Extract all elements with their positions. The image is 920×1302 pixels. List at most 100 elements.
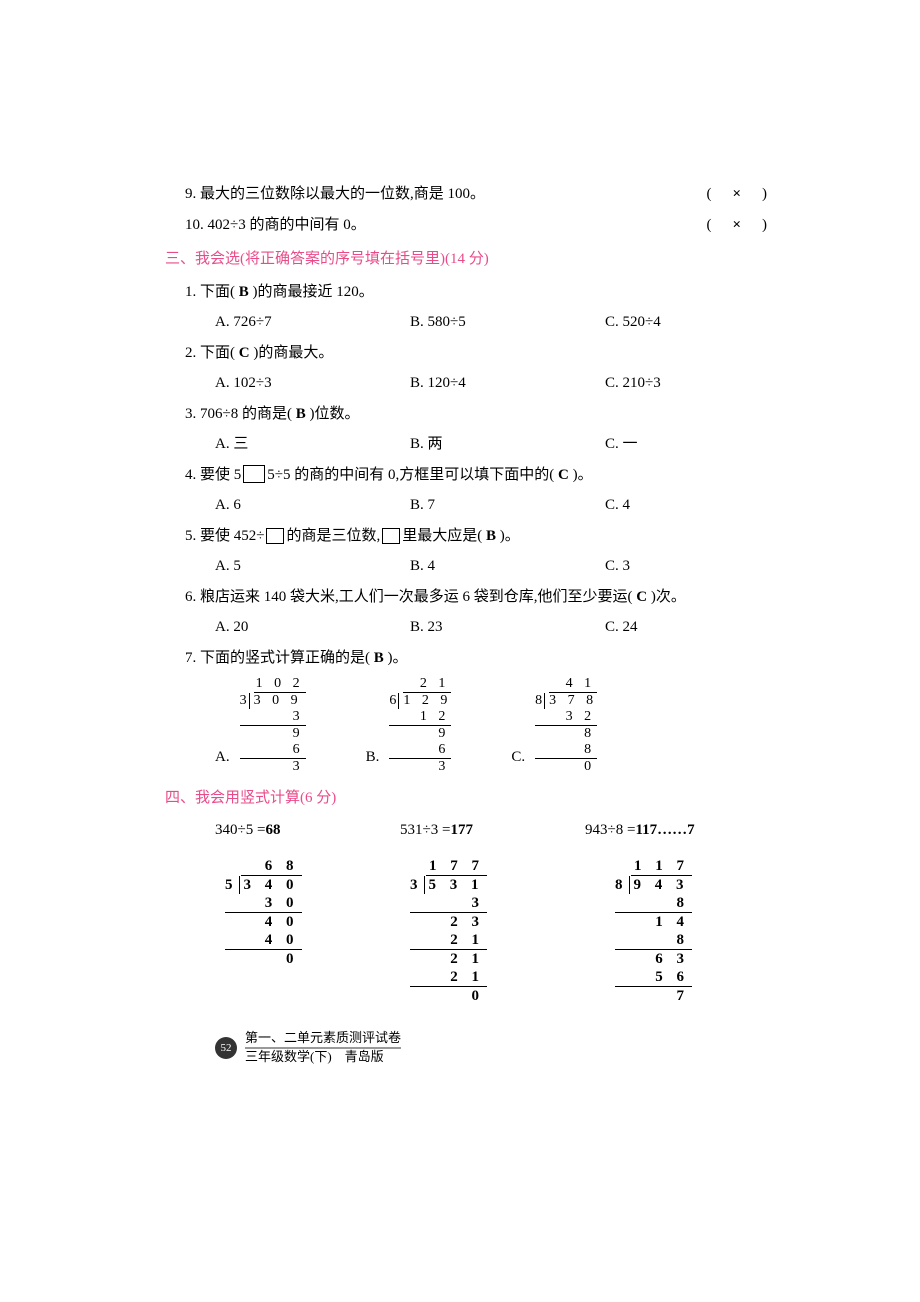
dividend: 3 0 9	[249, 693, 302, 709]
choice-a: A. 6	[215, 491, 410, 520]
tf-item-9: 9. 最大的三位数除以最大的一位数,商是 100。 ( × )	[185, 180, 770, 209]
calc-col-3: 943÷8 =117……7	[585, 816, 770, 845]
tf-answer: ( × )	[706, 180, 770, 209]
calc-row: 2 1	[410, 931, 487, 950]
choice-a: A. 5	[215, 552, 410, 581]
option-label: A.	[215, 743, 230, 772]
q4-choices: A. 6 B. 7 C. 4	[215, 491, 770, 520]
quotient: 1 0 2	[254, 676, 306, 693]
q3: 3. 706÷8 的商是( B )位数。	[185, 400, 770, 429]
page-footer: 52 第一、二单元素质测评试卷 三年级数学(下) 青岛版	[215, 1030, 770, 1066]
calc-row: 1 4	[615, 913, 692, 931]
quotient: 1 1 7	[631, 857, 692, 876]
dividend: 3 4 0	[239, 876, 302, 894]
option-label: C.	[511, 743, 525, 772]
calc-row: 4 0	[225, 913, 302, 931]
calc-row: 2 1	[410, 950, 487, 968]
calc-row: 8	[615, 894, 692, 913]
calc-row: 6	[240, 742, 306, 759]
dividend: 9 4 3	[629, 876, 692, 894]
page-number-badge: 52	[215, 1037, 237, 1059]
calc-row: 4 0	[225, 931, 302, 950]
choice-b: B. 两	[410, 430, 605, 459]
blank-box	[382, 528, 400, 544]
divisor: 6	[389, 693, 398, 709]
calc-problems-row: 340÷5 =68 531÷3 =177 943÷8 =117……7	[215, 816, 770, 845]
choice-a: A. 20	[215, 613, 410, 642]
q7-longdiv-row: A. 1 0 2 33 0 9 3 9 6 3 B. 2 1 61 2 9 1 …	[215, 676, 770, 776]
calc-row: 8	[535, 742, 597, 759]
quotient: 6 8	[241, 857, 302, 876]
choice-b: B. 23	[410, 613, 605, 642]
calc-row: 3	[240, 759, 306, 775]
tf-answer: ( × )	[706, 211, 770, 240]
quotient: 4 1	[549, 676, 597, 693]
q6-choices: A. 20 B. 23 C. 24	[215, 613, 770, 642]
q5-choices: A. 5 B. 4 C. 3	[215, 552, 770, 581]
calc-row: 3 0	[225, 894, 302, 913]
section-3-title: 三、我会选(将正确答案的序号填在括号里)(14 分)	[165, 245, 770, 274]
calc-row: 6	[389, 742, 451, 759]
q6: 6. 粮店运来 140 袋大米,工人们一次最多运 6 袋到仓库,他们至少要运( …	[185, 583, 770, 612]
option-label: B.	[366, 743, 380, 772]
dividend: 3 7 8	[544, 693, 597, 709]
calc-row: 9	[240, 726, 306, 742]
calc-row: 8	[535, 726, 597, 742]
calc-work-row: 6 8 53 4 0 3 0 4 0 4 0 0 1 7 7 35 3 1 3 …	[215, 845, 770, 1011]
calc-row: 8	[615, 931, 692, 950]
calc-row: 6 3	[615, 950, 692, 968]
calc-row: 0	[410, 987, 487, 1005]
choice-c: C. 3	[605, 552, 630, 581]
calc-row: 7	[615, 987, 692, 1005]
work-col-1: 6 8 53 4 0 3 0 4 0 4 0 0	[215, 845, 400, 1011]
q3-choices: A. 三 B. 两 C. 一	[215, 430, 770, 459]
calc-row: 1 2	[389, 709, 451, 726]
calc-row: 5 6	[615, 968, 692, 987]
q1-choices: A. 726÷7 B. 580÷5 C. 520÷4	[215, 308, 770, 337]
quotient: 1 7 7	[426, 857, 487, 876]
choice-c: C. 一	[605, 430, 638, 459]
divisor: 3	[240, 693, 249, 709]
calc-row: 2 1	[410, 968, 487, 987]
choice-a: A. 102÷3	[215, 369, 410, 398]
calc-row: 3	[389, 759, 451, 775]
choice-b: B. 4	[410, 552, 605, 581]
longdiv-b: B. 2 1 61 2 9 1 2 9 6 3	[366, 676, 452, 776]
choice-a: A. 三	[215, 430, 410, 459]
footer-line-1: 第一、二单元素质测评试卷	[245, 1030, 401, 1048]
calc-problem: 943÷8 =117……7	[585, 822, 695, 838]
calc-row: 9	[389, 726, 451, 742]
choice-c: C. 4	[605, 491, 630, 520]
q2: 2. 下面( C )的商最大。	[185, 339, 770, 368]
dividend: 5 3 1	[424, 876, 487, 894]
work-col-3: 1 1 7 89 4 3 8 1 4 8 6 3 5 6 7	[585, 845, 770, 1011]
q1: 1. 下面( B )的商最接近 120。	[185, 278, 770, 307]
divisor: 5	[225, 876, 239, 894]
quotient: 2 1	[403, 676, 451, 693]
choice-b: B. 580÷5	[410, 308, 605, 337]
q2-choices: A. 102÷3 B. 120÷4 C. 210÷3	[215, 369, 770, 398]
calc-row: 2 3	[410, 913, 487, 931]
work-col-2: 1 7 7 35 3 1 3 2 3 2 1 2 1 2 1 0	[400, 845, 585, 1011]
calc-row: 3 2	[535, 709, 597, 726]
choice-c: C. 520÷4	[605, 308, 661, 337]
blank-box	[266, 528, 284, 544]
q5: 5. 要使 452÷的商是三位数,里最大应是( B )。	[185, 522, 770, 551]
blank-box	[243, 465, 265, 483]
calc-row: 3	[410, 894, 487, 913]
calc-col-2: 531÷3 =177	[400, 816, 585, 845]
section-4-title: 四、我会用竖式计算(6 分)	[165, 784, 770, 813]
calc-col-1: 340÷5 =68	[215, 816, 400, 845]
tf-item-10: 10. 402÷3 的商的中间有 0。 ( × )	[185, 211, 770, 240]
choice-b: B. 120÷4	[410, 369, 605, 398]
choice-a: A. 726÷7	[215, 308, 410, 337]
choice-c: C. 24	[605, 613, 638, 642]
calc-row: 0	[225, 950, 302, 968]
choice-c: C. 210÷3	[605, 369, 661, 398]
calc-row: 3	[240, 709, 306, 726]
calc-row: 0	[535, 759, 597, 775]
calc-problem: 531÷3 =177	[400, 822, 473, 838]
dividend: 1 2 9	[398, 693, 451, 709]
choice-b: B. 7	[410, 491, 605, 520]
divisor: 3	[410, 876, 424, 894]
